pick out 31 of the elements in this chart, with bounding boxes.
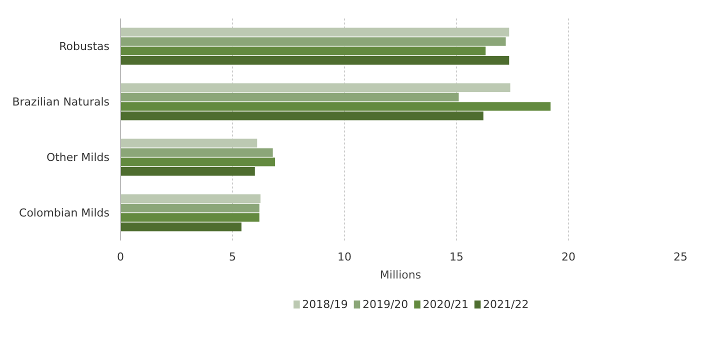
legend-label: 2020/21 (422, 298, 468, 311)
y-tick-label: Colombian Milds (19, 206, 110, 220)
bar (120, 56, 510, 65)
bar (120, 102, 551, 111)
bar (120, 92, 459, 102)
legend-label: 2018/19 (302, 298, 348, 311)
x-tick-label: 25 (674, 250, 688, 264)
x-tick-label: 15 (450, 250, 464, 264)
bar (120, 46, 486, 56)
x-tick-label: 20 (562, 250, 576, 264)
bar (120, 213, 260, 222)
bar (120, 148, 273, 157)
y-tick-label: Other Milds (46, 150, 110, 164)
bar (120, 83, 510, 92)
bar (120, 222, 242, 232)
bar (120, 28, 510, 36)
bar (120, 204, 260, 212)
bar (120, 158, 276, 166)
legend-label: 2019/20 (362, 298, 408, 311)
bar (120, 37, 506, 46)
x-axis-title: Millions (380, 268, 422, 282)
x-tick-label: 10 (338, 250, 352, 264)
x-tick-label: 5 (229, 250, 236, 264)
x-tick-label: 0 (117, 250, 124, 264)
legend-label: 2021/22 (483, 298, 529, 311)
bar (120, 167, 255, 176)
bar (120, 112, 484, 120)
y-tick-label: Robustas (59, 40, 110, 53)
bar (120, 138, 258, 148)
bar (120, 194, 260, 203)
y-tick-label: Brazilian Naturals (12, 95, 110, 108)
